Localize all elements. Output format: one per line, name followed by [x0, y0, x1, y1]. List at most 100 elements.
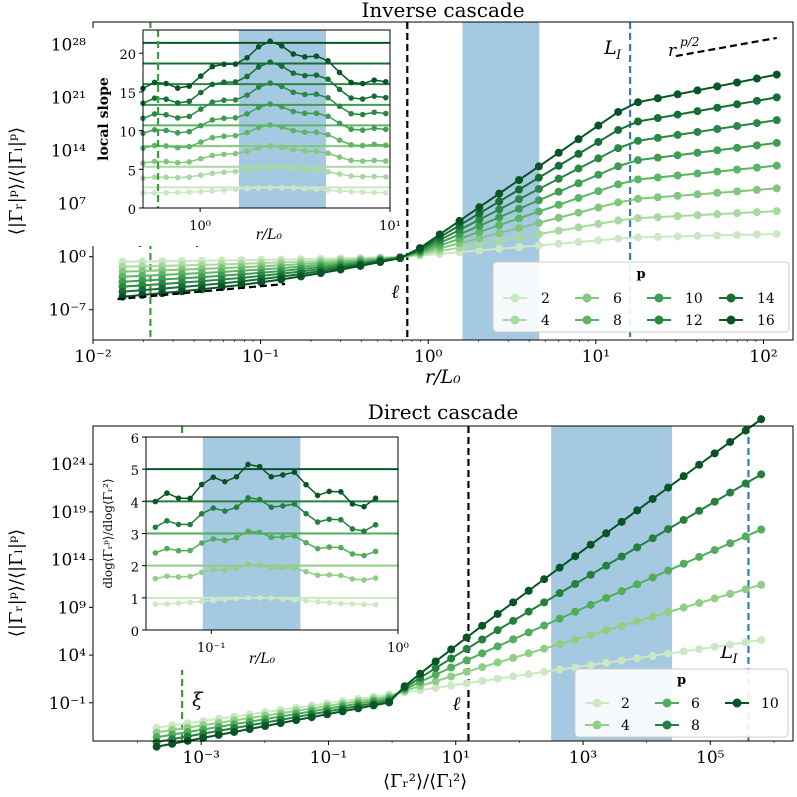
bottom-inset-point-10-0	[152, 498, 159, 505]
bottom-ytick-5: 10⁻¹	[49, 694, 86, 714]
bottom-point-8-28	[586, 570, 595, 579]
top-inset-point-10-16	[325, 113, 331, 120]
bottom-inset-ylabel: dlog⟨Γᵣᵖ⟩/dlog⟨Γᵣ²⟩	[101, 478, 115, 588]
top-inset-point-14-13	[290, 70, 297, 76]
top-inset-point-16-3	[174, 85, 181, 91]
top-series-line-8	[122, 164, 777, 278]
top-legend-marker-16	[726, 315, 736, 325]
bottom-point-2-26	[555, 665, 564, 674]
bottom-inset-point-8-5	[210, 505, 217, 511]
bottom-point-10-23	[509, 598, 518, 607]
top-xtick-0: 10⁻²	[74, 347, 111, 367]
bottom-inset-point-2-15	[326, 599, 333, 606]
top-point-2-23	[574, 238, 583, 247]
bottom-point-4-32	[648, 612, 657, 621]
top-inset-point-16-5	[198, 73, 204, 79]
bottom-point-10-38	[741, 426, 750, 435]
bottom-ytick-3: 10⁹	[58, 598, 87, 618]
top-inset-point-10-6	[209, 117, 216, 123]
bottom-inset-point-8-19	[372, 522, 379, 528]
top-xtick-3: 10¹	[582, 347, 610, 367]
top-inset-point-4-2	[163, 174, 169, 181]
top-point-14-22	[554, 161, 563, 170]
top-point-12-29	[693, 127, 702, 136]
bottom-point-10-15	[385, 698, 394, 707]
top-point-8-25	[614, 180, 623, 189]
top-guide-rp2-exp: p/2	[680, 35, 699, 49]
bottom-inset-point-2-19	[372, 601, 379, 608]
top-inset-point-2-3	[174, 189, 181, 196]
top-xtick-4: 10²	[749, 347, 777, 367]
bottom-point-8-35	[695, 506, 704, 515]
top-inset-frame	[142, 29, 391, 209]
bottom-point-6-36	[710, 546, 719, 555]
top-ytick-4: 10⁰	[58, 248, 87, 268]
bottom-legend-label-6: 6	[691, 696, 700, 712]
top-guide-rp2-label: r	[668, 41, 677, 61]
bottom-inset-point-6-10	[268, 534, 275, 541]
top-inset-point-8-1	[151, 142, 158, 149]
top-point-12-22	[554, 174, 563, 183]
bottom-inset-ytick-6: 6	[131, 432, 139, 447]
top-point-12-28	[673, 130, 682, 139]
top-point-8-24	[594, 187, 603, 196]
bottom-inset-point-2-10	[268, 595, 275, 601]
top-inset-point-4-20	[371, 173, 378, 180]
top-inset-point-14-1	[151, 95, 158, 101]
top-point-8-23	[574, 193, 583, 202]
top-point-8-21	[534, 207, 543, 216]
top-inset-point-8-4	[186, 143, 193, 150]
top-inset-point-6-18	[348, 157, 354, 164]
top-point-4-24	[594, 219, 603, 228]
top-point-14-27	[653, 114, 662, 123]
bottom-legend-box	[574, 668, 789, 738]
top-point-6-22	[554, 213, 563, 222]
top-ytick-2: 10¹⁴	[51, 142, 86, 162]
top-inset-point-8-19	[359, 142, 366, 149]
bottom-inset-point-10-9	[256, 463, 263, 470]
top-point-16-30	[713, 82, 722, 91]
top-inset-point-16-21	[382, 79, 389, 85]
top-point-14-29	[693, 107, 702, 116]
bottom-point-2-38	[741, 638, 750, 647]
top-point-2-27	[653, 232, 662, 241]
bottom-point-6-24	[524, 628, 533, 637]
top-inset-point-16-11	[267, 38, 273, 45]
bottom-inset-point-8-16	[338, 516, 344, 523]
bottom-inset-point-6-0	[152, 550, 159, 556]
bottom-inset-point-2-13	[303, 597, 309, 604]
bottom-point-10-11	[323, 710, 332, 719]
top-guide-r2	[117, 282, 286, 301]
top-point-12-31	[733, 122, 742, 131]
bottom-inset-point-8-18	[361, 528, 367, 534]
top-inset-point-12-16	[325, 94, 331, 101]
bottom-inset-point-6-5	[210, 536, 217, 542]
bottom-point-10-37	[726, 437, 735, 446]
top-xtick-1: 10⁻¹	[242, 347, 279, 367]
top-inset-curve-2	[142, 187, 386, 194]
top-inset-ytick-1: 5	[128, 164, 136, 179]
top-ytick-5: 10⁻⁷	[49, 301, 87, 321]
top-inset-point-6-14	[302, 148, 308, 154]
bottom-inset-point-6-3	[187, 547, 193, 554]
bottom-inset-point-2-11	[280, 595, 286, 602]
bottom-point-6-29	[602, 594, 611, 603]
top-ytick-0: 10²⁸	[51, 36, 86, 56]
bottom-inset-point-2-6	[222, 596, 228, 603]
bottom-point-4-38	[741, 585, 750, 594]
top-inset-point-2-12	[278, 184, 285, 191]
bottom-inset-ytick-2: 2	[131, 561, 139, 576]
bottom-inset-point-10-15	[326, 488, 333, 495]
top-inset-point-14-4	[186, 98, 193, 105]
top-LI-label: L	[603, 37, 617, 59]
top-point-16-29	[693, 86, 702, 95]
top-inset-point-10-18	[348, 126, 354, 133]
top-point-2-21	[534, 241, 543, 250]
top-point-4-28	[673, 212, 682, 221]
top-point-14-32	[752, 96, 761, 105]
bottom-inset-xtick-1: 10⁰	[387, 641, 409, 656]
top-inset-point-14-17	[336, 86, 343, 93]
top-inset-point-8-11	[267, 122, 273, 128]
bottom-point-8-23	[509, 616, 518, 625]
bottom-inset-point-6-13	[303, 539, 309, 546]
